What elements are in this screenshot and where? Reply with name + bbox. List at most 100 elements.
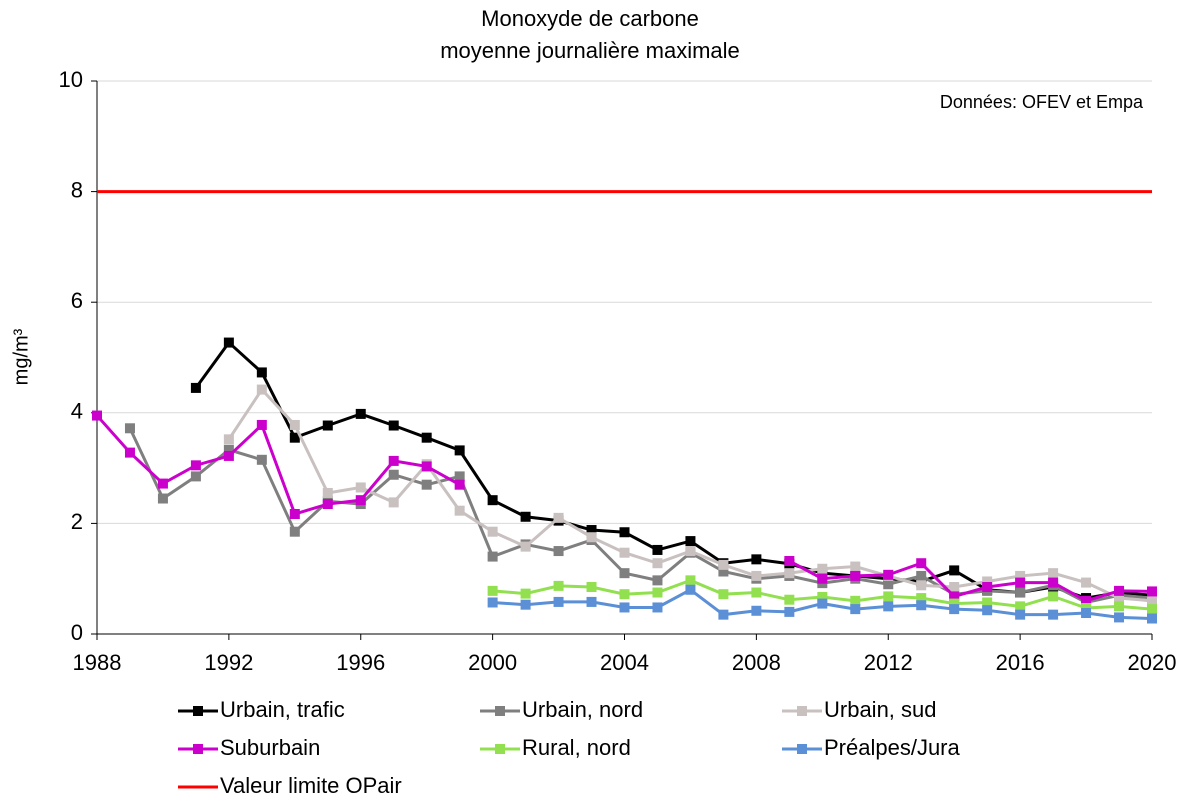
legend-label: Rural, nord	[522, 735, 631, 760]
point	[784, 568, 795, 579]
point	[1114, 593, 1125, 604]
point	[817, 573, 828, 584]
point	[223, 450, 234, 461]
legend-marker	[495, 744, 505, 754]
point	[1048, 568, 1059, 579]
point	[1048, 577, 1059, 588]
point	[586, 525, 597, 536]
point	[718, 609, 729, 620]
point	[388, 420, 399, 431]
point	[454, 505, 465, 516]
point	[949, 598, 960, 609]
point	[388, 455, 399, 466]
point	[487, 495, 498, 506]
point	[1048, 591, 1059, 602]
point	[454, 479, 465, 490]
point	[883, 579, 894, 590]
point	[850, 561, 861, 572]
legend-label: Urbain, trafic	[220, 697, 345, 722]
point	[157, 493, 168, 504]
point	[751, 570, 762, 581]
x-tick-label: 2008	[732, 650, 781, 675]
point	[289, 508, 300, 519]
legend-label: Valeur limite OPair	[220, 773, 402, 798]
point	[982, 581, 993, 592]
point	[553, 512, 564, 523]
point	[883, 591, 894, 602]
point	[916, 570, 927, 581]
point	[817, 563, 828, 574]
point	[553, 596, 564, 607]
x-tick-label: 2016	[996, 650, 1045, 675]
chart-subtitle: moyenne journalière maximale	[440, 38, 740, 63]
point	[289, 419, 300, 430]
point	[718, 589, 729, 600]
point	[817, 591, 828, 602]
y-tick-label: 0	[71, 620, 83, 645]
legend-marker	[797, 744, 807, 754]
point	[751, 605, 762, 616]
point	[223, 337, 234, 348]
point	[982, 597, 993, 608]
series-line	[128, 427, 1153, 605]
point	[520, 541, 531, 552]
point	[1147, 613, 1157, 624]
point	[487, 526, 498, 537]
x-tick-label: 2012	[864, 650, 913, 675]
point	[553, 580, 564, 591]
point	[1114, 612, 1125, 623]
point	[586, 581, 597, 592]
y-tick-label: 8	[71, 177, 83, 202]
point	[256, 384, 267, 395]
point	[487, 551, 498, 562]
point	[223, 434, 234, 445]
point	[619, 589, 630, 600]
point	[322, 499, 333, 510]
x-tick-label: 1988	[73, 650, 122, 675]
point	[223, 444, 234, 455]
point	[718, 559, 729, 570]
x-tick-label: 2020	[1128, 650, 1177, 675]
point	[1081, 607, 1092, 618]
point	[652, 544, 663, 555]
point	[454, 471, 465, 482]
point	[949, 565, 960, 576]
point	[850, 595, 861, 606]
legend-marker	[495, 706, 505, 716]
y-tick-label: 10	[59, 67, 83, 92]
point	[256, 367, 267, 378]
point	[355, 495, 366, 506]
point	[487, 597, 498, 608]
x-tick-label: 2000	[468, 650, 517, 675]
point	[751, 554, 762, 565]
point	[784, 556, 795, 567]
point	[487, 585, 498, 596]
point	[1114, 585, 1125, 596]
point	[586, 532, 597, 543]
point	[289, 432, 300, 443]
point	[652, 602, 663, 613]
point	[355, 482, 366, 493]
point	[421, 479, 432, 490]
point	[1114, 601, 1125, 612]
point	[949, 591, 960, 602]
x-tick-label: 2004	[600, 650, 649, 675]
point	[520, 599, 531, 610]
point	[1048, 609, 1059, 620]
point	[883, 569, 894, 580]
point	[817, 598, 828, 609]
point	[751, 587, 762, 598]
point	[1015, 577, 1026, 588]
point	[1081, 577, 1092, 588]
legend-label: Urbain, sud	[824, 697, 937, 722]
point	[949, 604, 960, 615]
point	[685, 584, 696, 595]
point	[916, 558, 927, 569]
point	[1147, 586, 1157, 597]
point	[784, 594, 795, 605]
point	[982, 605, 993, 616]
point	[157, 478, 168, 489]
point	[916, 593, 927, 604]
point	[124, 447, 135, 458]
